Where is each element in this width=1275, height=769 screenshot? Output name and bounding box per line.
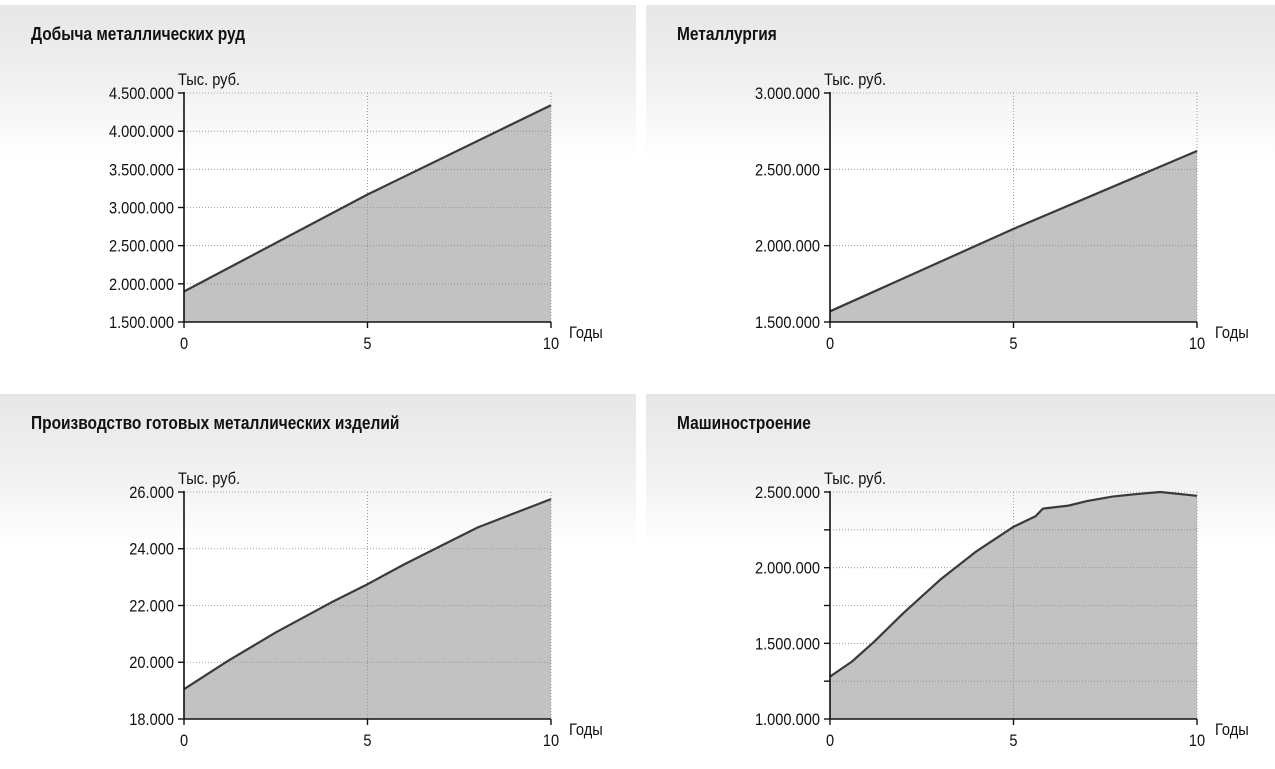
y-axis-title: Тыс. руб.: [178, 470, 240, 488]
y-tick-label: 20.000: [129, 654, 174, 672]
x-tick-label: 0: [826, 732, 834, 750]
grid-lines: [184, 92, 552, 322]
x-tick-label: 5: [363, 335, 371, 353]
x-tick-label: 10: [1189, 732, 1205, 750]
series-line: [829, 490, 1198, 678]
x-axis-title: Годы: [569, 721, 603, 739]
grid-lines: [184, 491, 552, 719]
y-tick-label: 2.500.000: [109, 238, 174, 256]
x-axis-title: Годы: [569, 324, 603, 342]
y-tick-label: 18.000: [129, 711, 174, 729]
chart-mining: 1.500.000 2.000.000 2.500.000 3.000.000 3.50…: [109, 71, 603, 353]
x-tick-label: 10: [1189, 335, 1205, 353]
y-axis-title: Тыс. руб.: [824, 470, 886, 488]
y-tick-label: 1.500.000: [755, 635, 820, 653]
chart-panel-machinery: Машиностроение 1.000.000 1.500.000 2.000.0…: [646, 389, 1275, 769]
area-fill: [830, 151, 1197, 322]
chart-machinery: 1.000.000 1.500.000 2.000.000 2.500.000 0 5 10…: [755, 470, 1249, 750]
y-tick-label: 2.000.000: [755, 238, 820, 256]
y-tick-label: 2.000.000: [755, 560, 820, 578]
x-axis-title: Годы: [1215, 721, 1249, 739]
y-tick-label: 1.500.000: [755, 314, 820, 332]
y-tick-label: 3.000.000: [109, 200, 174, 218]
chart-title: Производство готовых металлических издел…: [31, 413, 400, 433]
y-tick-label: 2.500.000: [755, 161, 820, 179]
x-tick-label: 5: [363, 732, 371, 750]
x-tick-label: 5: [1009, 732, 1017, 750]
x-tick-label: 0: [180, 335, 188, 353]
chart-panel-metallurgy: Металлургия 1.500.000 2.000.000 2.500.000 3…: [646, 0, 1275, 380]
y-tick-label: 22.000: [129, 598, 174, 616]
x-axis-title: Годы: [1215, 324, 1249, 342]
chart-panel-metal-products: Производство готовых металлических издел…: [0, 389, 636, 769]
x-tick-label: 10: [543, 732, 559, 750]
x-tick-label: 10: [543, 335, 559, 353]
grid-lines: [830, 491, 1198, 719]
chart-title: Добыча металлических руд: [31, 24, 246, 44]
y-axis-title: Тыс. руб.: [824, 71, 886, 89]
chart-title: Металлургия: [677, 24, 777, 44]
y-tick-label: 24.000: [129, 541, 174, 559]
y-tick-label: 4.000.000: [109, 123, 174, 141]
x-tick-label: 5: [1009, 335, 1017, 353]
y-tick-label: 4.500.000: [109, 85, 174, 103]
y-tick-label: 26.000: [129, 484, 174, 502]
y-tick-label: 1.000.000: [755, 711, 820, 729]
chart-header: [646, 5, 1275, 160]
chart-metallurgy: 1.500.000 2.000.000 2.500.000 3.000.000 0 5 10…: [755, 71, 1249, 353]
series-line: [183, 104, 552, 293]
series-line: [829, 150, 1198, 313]
series-line: [183, 498, 552, 691]
y-axis-title: Тыс. руб.: [178, 71, 240, 89]
x-tick-label: 0: [180, 732, 188, 750]
grid-lines: [830, 92, 1198, 322]
y-tick-label: 3.000.000: [755, 85, 820, 103]
y-tick-label: 3.500.000: [109, 161, 174, 179]
x-tick-label: 0: [826, 335, 834, 353]
chart-panel-mining: Добыча металлических руд 1.500.000 2.000.…: [0, 0, 636, 380]
y-tick-label: 2.500.000: [755, 484, 820, 502]
y-tick-label: 1.500.000: [109, 314, 174, 332]
chart-title: Машиностроение: [677, 413, 811, 433]
chart-metal-products: 18.000 20.000 22.000 24.000 26.000 0 5 10 Тыс. р…: [129, 470, 603, 750]
y-tick-label: 2.000.000: [109, 276, 174, 294]
